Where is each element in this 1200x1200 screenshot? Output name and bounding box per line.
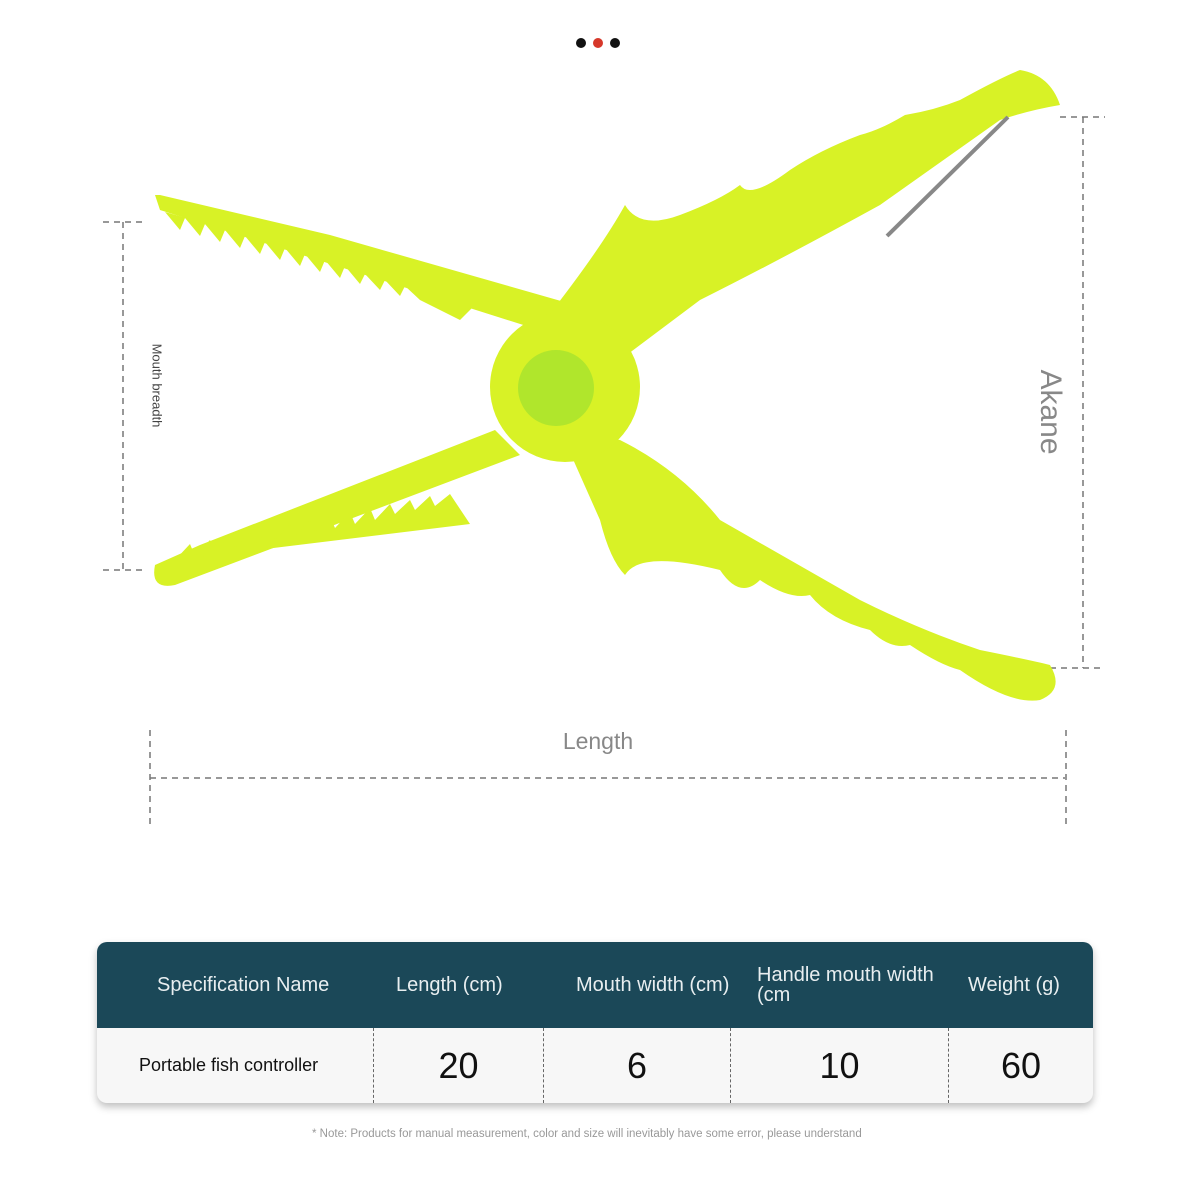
- gripper-icon: [154, 70, 1060, 701]
- measurement-note: * Note: Products for manual measurement,…: [312, 1128, 862, 1140]
- cell-spec-name: Portable fish controller: [139, 1055, 319, 1075]
- dimension-lines: [103, 116, 1105, 825]
- cell-weight: 60: [948, 1028, 1093, 1103]
- header-length: Length (cm): [396, 974, 503, 996]
- cell-handle-mouth-width: 10: [730, 1028, 948, 1103]
- header-mouth-width: Mouth width (cm): [576, 974, 730, 996]
- carousel-indicator: [576, 38, 620, 48]
- cell-mouth-width: 6: [543, 1028, 730, 1103]
- table-row: Portable fish controller 20 6 10 60: [97, 1028, 1093, 1103]
- spec-table-header: Specification Name Length (cm) Mouth wid…: [97, 942, 1093, 1028]
- product-illustration: [103, 70, 1105, 825]
- header-weight: Weight (g): [968, 974, 1060, 996]
- pivot-icon: [518, 350, 594, 426]
- carousel-dot[interactable]: [610, 38, 620, 48]
- spec-table: Specification Name Length (cm) Mouth wid…: [97, 942, 1093, 1103]
- carousel-dot[interactable]: [576, 38, 586, 48]
- header-handle-mouth-width: Handle mouth width (cm: [757, 964, 934, 1006]
- cell-length: 20: [373, 1028, 543, 1103]
- carousel-dot-active[interactable]: [593, 38, 603, 48]
- height-label: Akane: [1034, 369, 1067, 455]
- length-label: Length: [562, 728, 634, 754]
- mouth-breadth-label: Mouth breadth: [149, 343, 165, 428]
- spring-icon: [885, 115, 1010, 238]
- header-spec-name: Specification Name: [157, 974, 330, 996]
